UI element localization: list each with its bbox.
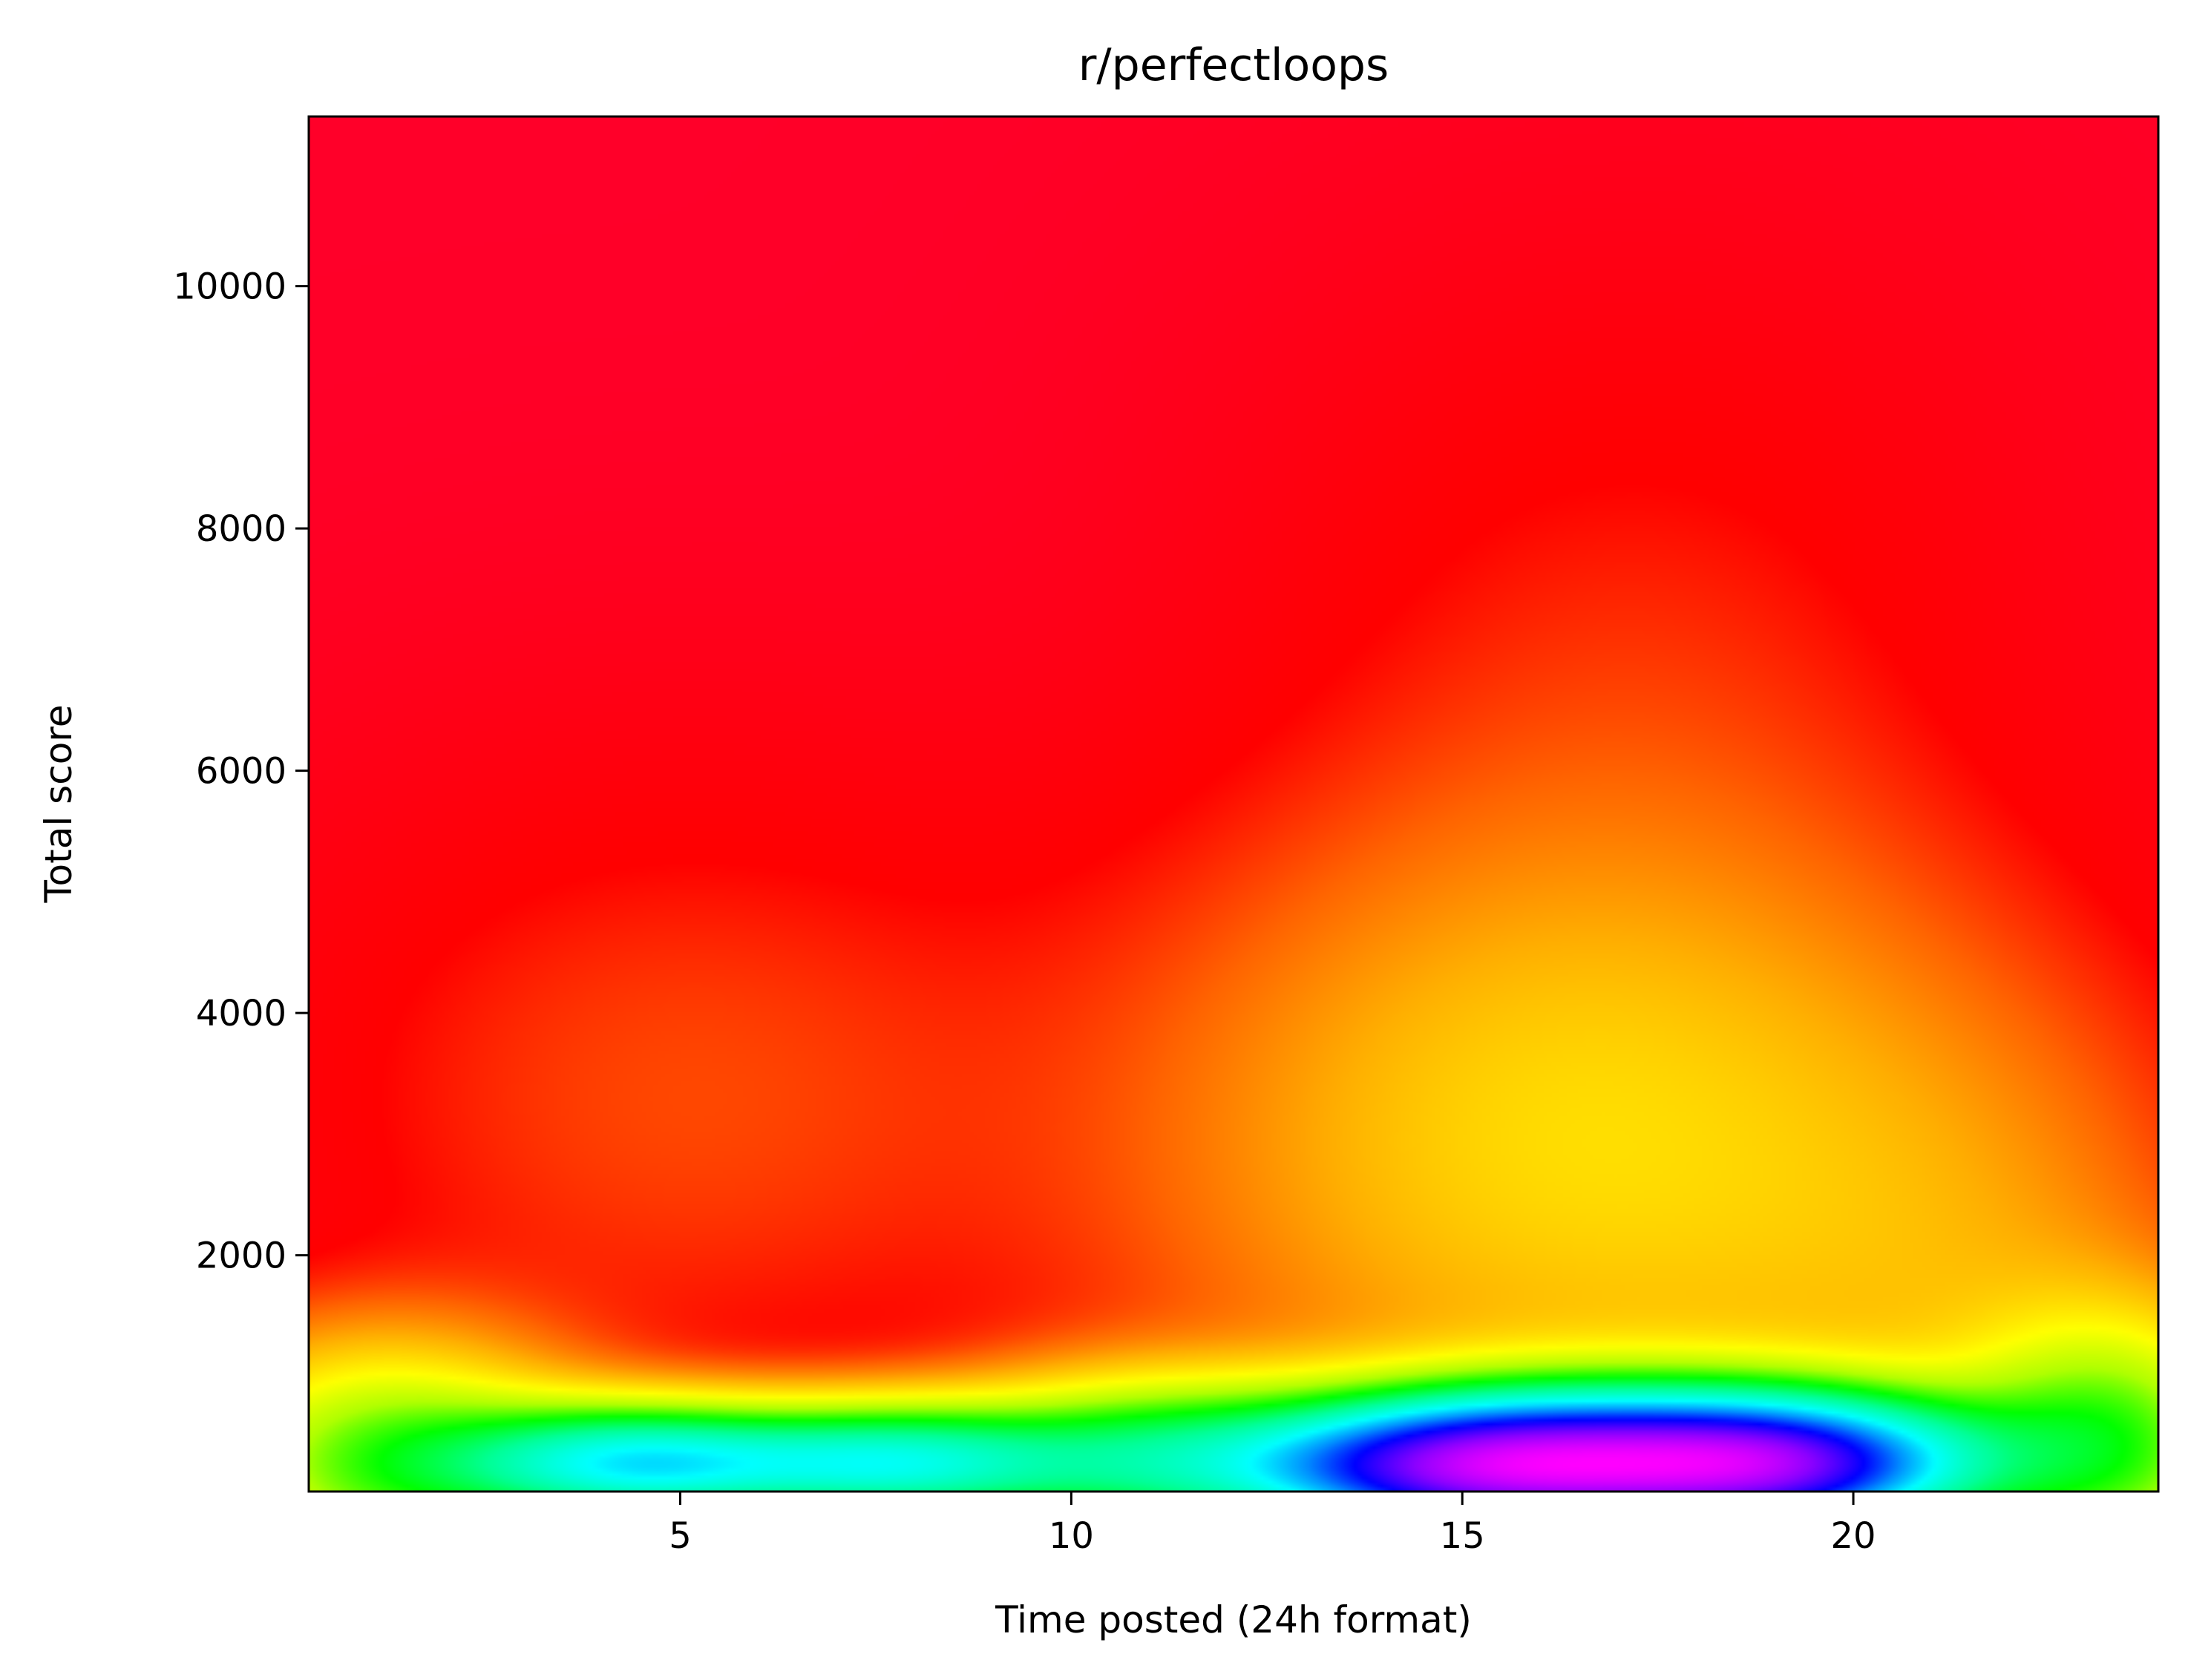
x-tick-label: 5 bbox=[669, 1515, 692, 1557]
heatmap-area bbox=[309, 117, 2158, 1492]
y-tick-label: 6000 bbox=[196, 751, 286, 793]
y-axis-ticks: 2000 4000 6000 8000 10000 bbox=[173, 266, 309, 1277]
x-tick-label: 10 bbox=[1049, 1515, 1094, 1557]
density-heatmap bbox=[309, 117, 2158, 1492]
y-axis-label: Total score bbox=[37, 704, 80, 903]
plot-frame bbox=[307, 115, 2160, 1493]
x-tick-label: 15 bbox=[1440, 1515, 1485, 1557]
y-tick-label: 8000 bbox=[196, 508, 286, 550]
x-axis-label: Time posted (24h format) bbox=[995, 1598, 1472, 1641]
x-axis-ticks: 5 10 15 20 bbox=[669, 1492, 1876, 1557]
y-tick-label: 4000 bbox=[196, 993, 286, 1034]
chart-title: r/perfectloops bbox=[1078, 39, 1389, 91]
y-tick-label: 10000 bbox=[173, 266, 286, 308]
x-tick-label: 20 bbox=[1831, 1515, 1876, 1557]
y-tick-label: 2000 bbox=[196, 1236, 286, 1277]
